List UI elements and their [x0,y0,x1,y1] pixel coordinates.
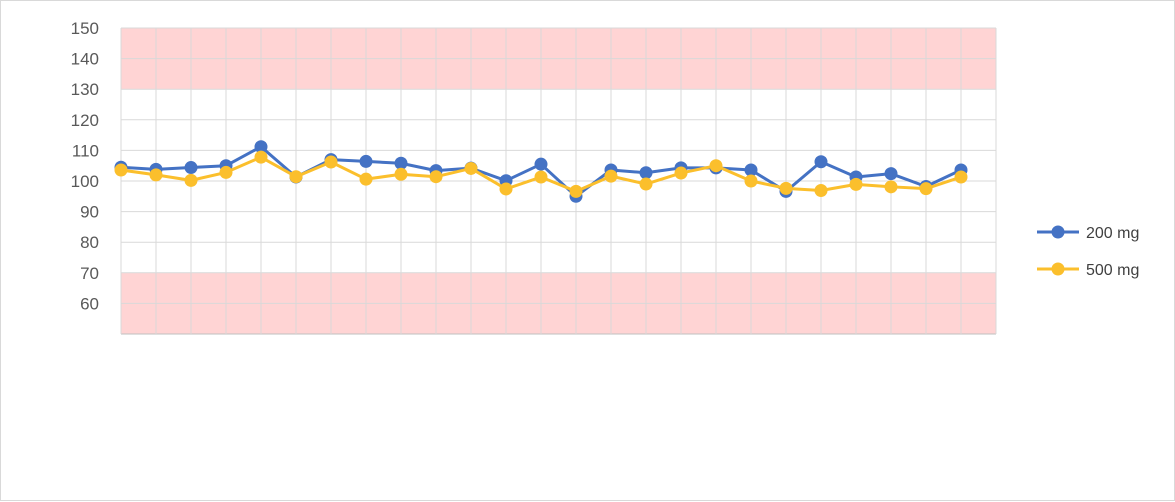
data-point [744,163,758,177]
series-layer [114,140,968,203]
data-point [744,174,758,188]
legend-item-2: 500 mg [1037,262,1139,279]
data-point [254,140,268,154]
y-tick-label: 70 [80,264,99,283]
legend-item-1: 200 mg [1037,225,1139,242]
data-point [604,169,618,183]
data-point [464,161,478,175]
data-point [814,183,828,197]
data-point [254,150,268,164]
data-point [674,166,688,180]
y-tick-label: 100 [71,172,99,191]
data-point [779,181,793,195]
data-point [394,167,408,181]
y-tick-label: 80 [80,233,99,252]
legend-label: 500 mg [1086,262,1139,279]
series-2 [114,150,968,198]
data-point [884,180,898,194]
data-point [534,157,548,171]
data-point [919,182,933,196]
y-tick-label: 60 [80,294,99,313]
data-point [534,170,548,184]
y-tick-label: 130 [71,80,99,99]
data-point [814,155,828,169]
data-point [429,170,443,184]
data-point [184,161,198,175]
y-tick-label: 150 [71,19,99,38]
data-point [359,172,373,186]
data-point [359,154,373,168]
data-point [709,159,723,173]
data-point [289,170,303,184]
data-point [639,166,653,180]
data-point [394,156,408,170]
legend: 200 mg 500 mg [1037,225,1139,279]
data-point [149,168,163,182]
legend-swatch-marker [1051,262,1065,276]
y-tick-label: 120 [71,111,99,130]
legend-label: 200 mg [1086,225,1139,242]
data-point [569,184,583,198]
data-point [184,173,198,187]
data-point [219,165,233,179]
data-point [324,155,338,169]
data-point [954,170,968,184]
y-tick-label: 140 [71,50,99,69]
data-point [499,182,513,196]
y-tick-label: 90 [80,203,99,222]
data-point [639,177,653,191]
data-point [884,167,898,181]
y-tick-label: 110 [72,141,99,160]
legend-swatch-marker [1051,225,1065,239]
data-point [849,177,863,191]
data-point [114,163,128,177]
y-axis-ticks: 60 70 80 90 100 110 120 130 140 150 [71,19,99,313]
